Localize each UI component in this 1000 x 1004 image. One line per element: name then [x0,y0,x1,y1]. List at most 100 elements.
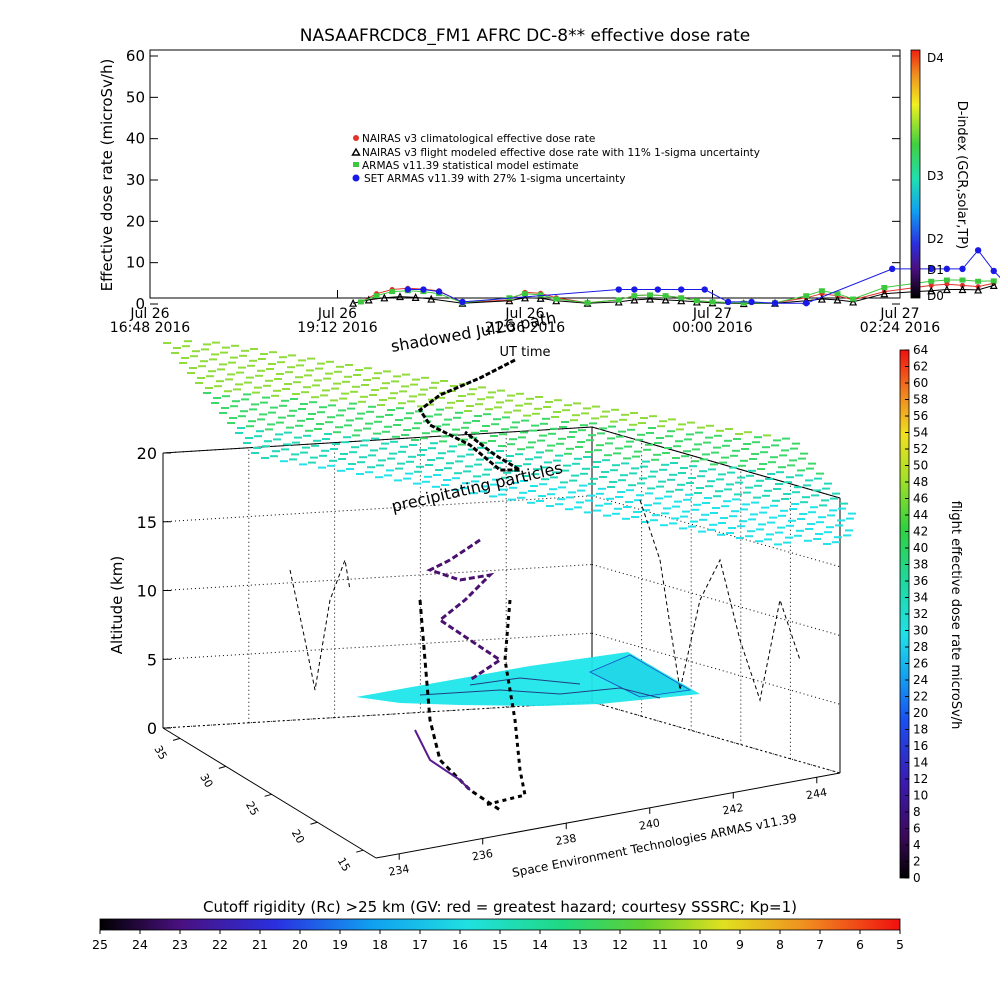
dose-tick-label: 44 [913,508,928,522]
series-point [647,292,653,298]
dose-tick-label: 36 [913,574,928,588]
series-point [584,300,591,306]
dose-tick-label: 56 [913,409,928,423]
altitude-tick-label: 15 [137,513,157,532]
box-edge [162,701,593,729]
series-point [974,285,983,294]
top-x-tick-label: 02:24 2016 [860,320,941,336]
longitude-tick-label: 240 [638,816,661,832]
altitude-axis-label: Altitude (km) [108,556,126,654]
dose-tick-label: 2 [913,855,921,869]
dose-tick-label: 14 [913,756,928,770]
latitude-tick [356,849,364,853]
series-point [654,286,662,293]
dose-tick-label: 60 [913,376,928,390]
gridline [162,632,593,660]
series-point [646,294,654,303]
flight-path-descent [484,599,527,807]
series-point [880,289,889,298]
box-edge [162,426,593,454]
dose-tick-label: 46 [913,492,928,506]
series-point [404,286,412,293]
altitude-tick-label: 0 [147,719,157,738]
series-line [360,279,994,304]
top-series-marks [349,247,1000,308]
rigidity-tick-label: 11 [652,937,668,952]
d-index-tick-label: D0 [927,289,944,303]
series-point [389,289,396,295]
dose-tick-label: 8 [913,805,921,819]
top-x-tick-label: 19:12 2016 [297,320,378,336]
series-point [958,285,967,294]
series-point [943,265,951,273]
longitude-tick-label: 234 [387,862,410,878]
legend-marker-set-armas [352,174,360,182]
series-point [881,284,888,290]
rigidity-tick-label: 10 [692,937,708,952]
dose-tick-label: 30 [913,624,928,638]
top-x-tick-label: 00:00 2016 [672,320,753,336]
three-d-flight-path [289,358,801,812]
gridline [591,632,841,705]
dose-tick-label: 6 [913,822,921,836]
dose-colorbar-ticks: 0246810121416182022242628303234363840424… [905,343,928,885]
top-x-tick-label: Jul 27 [879,306,919,322]
gridline [591,701,841,774]
series-point [693,298,700,304]
latitude-tick-label: 30 [197,771,215,790]
series-point [888,265,896,273]
altitude-tick-label: 10 [137,582,157,601]
legend-label-armas-stat: ARMAS v11.39 statistical model estimate [362,160,579,172]
three-d-surface [356,652,700,706]
longitude-tick-label: 238 [555,832,578,848]
latitude-tick [264,793,272,797]
three-d-axis-ticks: 0 5 10 15 20 234 236 238 240 242 244 35 30 25 20 15 [137,444,828,879]
dose-tick-label: 32 [913,607,928,621]
dose-tick-label: 48 [913,475,928,489]
series-point [357,299,364,305]
series-point [942,285,951,294]
series-point [427,294,436,303]
dose-tick-label: 38 [913,558,928,572]
d-index-tick-label: D2 [927,232,944,246]
longitude-tick-label: 244 [805,786,828,802]
series-point [803,299,810,307]
series-point [661,295,670,304]
series-point [537,292,544,298]
series-point [959,265,966,273]
rigidity-tick-label: 22 [212,937,228,952]
latitude-tick-label: 35 [151,743,169,762]
dose-tick-label: 24 [913,673,928,687]
top-y-tick-label: 50 [126,88,145,106]
top-x-tick-label: Jul 26 [317,306,357,322]
dose-tick-label: 34 [913,591,928,605]
series-point [521,293,529,302]
rigidity-tick-label: 25 [92,937,108,952]
d-index-tick-label: D4 [927,51,944,65]
dose-tick-label: 58 [913,393,928,407]
top-y-tick-label: 10 [126,254,145,272]
series-point [396,292,404,301]
dose-tick-label: 18 [913,723,928,737]
box-edge [162,727,377,859]
series-point [631,293,638,299]
series-point [748,298,755,306]
top-x-tick-label: 16:48 2016 [110,320,191,336]
legend-label-set-armas: SET ARMAS v11.39 with 27% 1-sigma uncert… [364,173,626,185]
top-x-tick-label: Jul 26 [129,306,169,322]
three-d-gridlines [162,426,841,859]
dose-tick-label: 62 [913,360,928,374]
series-point [944,281,950,287]
gridline [162,495,593,523]
top-y-tick-label: 60 [126,47,145,65]
series-point [536,293,545,302]
series-point [615,297,622,303]
d-index-tick-label: D1 [927,263,944,277]
altitude-tick-label: 20 [137,444,157,463]
shadowed-path [289,558,351,691]
series-point [459,298,466,306]
dose-tick-label: 42 [913,525,928,539]
